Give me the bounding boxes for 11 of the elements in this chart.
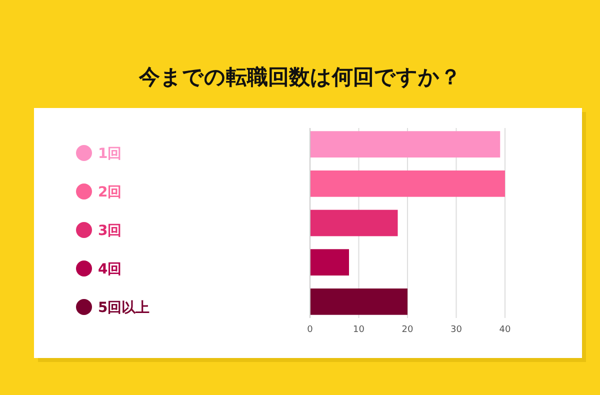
legend-label: 1回 xyxy=(98,146,122,162)
legend-label: 4回 xyxy=(98,262,122,278)
x-tick-label: 20 xyxy=(402,325,414,335)
x-tick-label: 40 xyxy=(499,325,511,335)
x-tick-label: 0 xyxy=(307,325,314,335)
x-tick-label: 10 xyxy=(353,325,365,335)
legend-label: 3回 xyxy=(98,223,122,239)
chart-title: 今までの転職回数は何回ですか？ xyxy=(138,65,461,89)
legend-label: 5回以上 xyxy=(98,300,150,316)
legend-label: 2回 xyxy=(98,184,122,200)
x-tick-label: 30 xyxy=(450,325,462,335)
